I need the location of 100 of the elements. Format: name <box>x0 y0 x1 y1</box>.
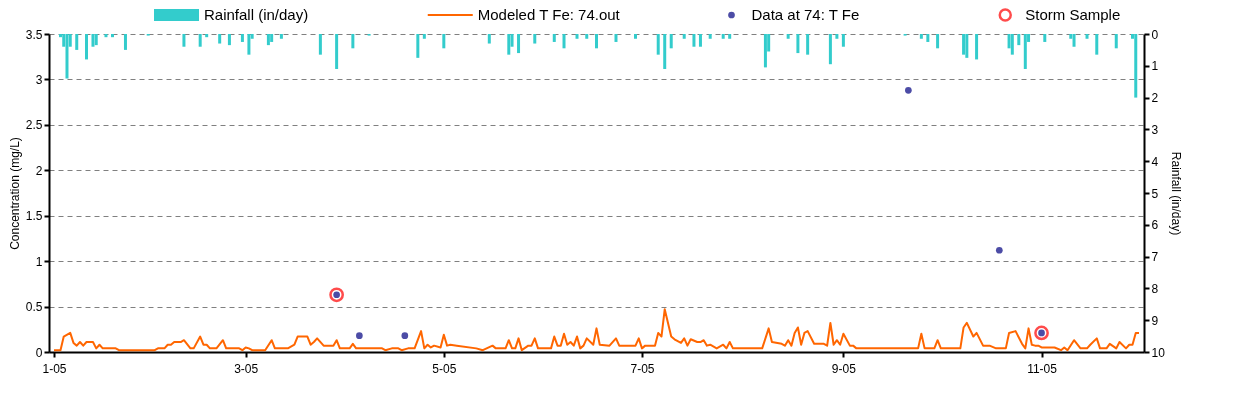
bar <box>663 34 667 69</box>
bar <box>575 34 579 39</box>
bar <box>585 34 589 39</box>
y2-axis-title: Rainfall (in/day) <box>1168 151 1183 236</box>
x-tick-label: 3-05 <box>234 361 259 376</box>
bar <box>533 34 537 44</box>
bar <box>595 34 598 49</box>
point <box>995 246 1003 254</box>
x-tick-label: 9-05 <box>831 361 857 376</box>
bar <box>1134 34 1138 98</box>
x-tick-label: 11-05 <box>1027 361 1058 376</box>
bar <box>692 34 696 47</box>
y-tick-label: 0.5 <box>25 300 43 315</box>
y-axis-title: Concentration (mg/L) <box>7 137 22 250</box>
y2-tick-label: 4 <box>1151 154 1159 169</box>
bar <box>487 34 491 44</box>
y-tick-label: 1 <box>35 254 43 269</box>
legend-label: Modeled T Fe: 74.out <box>477 6 621 23</box>
x-tick-label: 7-05 <box>630 361 655 376</box>
bar <box>698 34 702 47</box>
bar <box>442 34 446 49</box>
y-tick-label: 2.5 <box>25 118 43 133</box>
bar <box>936 34 940 49</box>
y2-tick-label: 6 <box>1151 218 1159 233</box>
bar <box>416 34 420 58</box>
bar <box>656 34 660 55</box>
y-tick-label: 3.5 <box>25 27 43 42</box>
bar <box>552 34 556 42</box>
bar <box>633 34 637 39</box>
bar <box>227 34 231 46</box>
bar <box>841 34 845 47</box>
bar <box>104 34 108 38</box>
y-tick-label: 3 <box>35 72 43 87</box>
bar <box>351 34 355 49</box>
bar <box>1010 34 1014 55</box>
bar <box>1023 34 1027 69</box>
legend-label: Rainfall (in/day) <box>204 6 309 23</box>
bar <box>919 34 923 39</box>
bar <box>65 34 69 79</box>
line-series <box>53 308 1140 352</box>
y2-tick-label: 5 <box>1151 186 1159 201</box>
y-tick-label: 0 <box>35 345 43 360</box>
y-tick-label: 1.5 <box>25 209 43 224</box>
legend-label: Storm Sample <box>1025 6 1121 23</box>
bar <box>763 34 767 68</box>
bar <box>962 34 966 55</box>
bar <box>110 34 114 38</box>
bar <box>84 34 88 60</box>
y2-tick-label: 9 <box>1151 313 1159 328</box>
bar <box>318 34 322 55</box>
bar <box>614 34 618 42</box>
y2-tick-label: 2 <box>1151 91 1159 106</box>
bar <box>205 34 209 38</box>
bar <box>682 34 686 39</box>
bar <box>1085 34 1089 39</box>
y2-tick-label: 0 <box>1151 27 1159 42</box>
y2-tick-label: 10 <box>1151 345 1166 360</box>
bar <box>835 34 839 39</box>
bar <box>123 34 127 50</box>
bar <box>279 34 283 39</box>
bar <box>182 34 186 47</box>
y2-tick-label: 3 <box>1151 122 1159 137</box>
point <box>329 287 344 303</box>
bar <box>517 34 521 54</box>
bar <box>1072 34 1076 47</box>
bar <box>728 34 732 39</box>
bar <box>786 34 790 39</box>
bar <box>91 34 95 47</box>
bar <box>806 34 810 55</box>
bar <box>270 34 274 42</box>
bar <box>1043 34 1047 42</box>
bar <box>266 34 270 46</box>
bar <box>562 34 566 49</box>
bar <box>708 34 712 39</box>
bar <box>926 34 930 42</box>
bar <box>75 34 79 50</box>
bar <box>218 34 222 44</box>
legend-label: Data at 74: T Fe <box>751 6 860 23</box>
bar <box>796 34 800 54</box>
bar <box>965 34 969 58</box>
bar <box>94 34 98 46</box>
bar <box>507 34 511 55</box>
bar <box>975 34 979 60</box>
bar <box>1017 34 1021 46</box>
bar <box>1095 34 1099 55</box>
y-tick-label: 2 <box>35 163 43 178</box>
bar <box>828 34 832 65</box>
bar <box>1114 34 1118 49</box>
bar <box>247 34 251 55</box>
x-tick-label: 5-05 <box>432 361 457 376</box>
point <box>905 86 912 94</box>
y2-tick-label: 7 <box>1151 250 1159 265</box>
bar <box>721 34 725 39</box>
y2-tick-label: 1 <box>1151 59 1159 74</box>
point <box>356 332 363 339</box>
bar <box>240 34 244 42</box>
bar <box>335 34 339 69</box>
bar <box>422 34 426 39</box>
bar <box>198 34 202 47</box>
point <box>1034 325 1049 341</box>
